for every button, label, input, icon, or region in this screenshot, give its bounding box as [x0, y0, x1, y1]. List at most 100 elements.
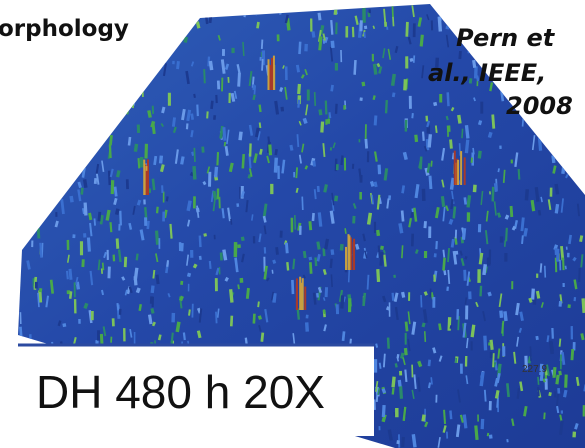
- texture-spike: [451, 178, 453, 190]
- texture-spike: [479, 151, 480, 159]
- texture-spike: [583, 298, 584, 312]
- texture-spike: [318, 242, 319, 250]
- texture-spike: [401, 386, 402, 399]
- texture-spike: [368, 275, 369, 290]
- texture-spike: [297, 65, 298, 72]
- texture-spike: [83, 208, 84, 214]
- texture-spike: [153, 24, 155, 30]
- texture-spike: [106, 110, 108, 116]
- texture-spike: [96, 56, 98, 59]
- texture-spike: [141, 26, 142, 33]
- texture-spike: [204, 182, 206, 185]
- texture-spike: [113, 436, 114, 441]
- texture-spike: [200, 236, 201, 248]
- texture-spike: [218, 309, 219, 318]
- texture-spike: [163, 107, 164, 113]
- texture-spike: [210, 61, 211, 70]
- texture-spike: [429, 360, 430, 366]
- texture-spike: [431, 161, 432, 167]
- texture-spike: [454, 206, 455, 218]
- texture-spike: [539, 137, 540, 151]
- texture-spike: [60, 132, 61, 147]
- texture-spike: [149, 110, 150, 117]
- texture-spike: [26, 206, 28, 214]
- texture-spike: [8, 386, 9, 399]
- texture-spike: [385, 168, 387, 180]
- texture-spike: [173, 117, 174, 126]
- texture-spike: [538, 387, 539, 396]
- texture-spike: [462, 0, 464, 8]
- texture-spike: [153, 322, 155, 326]
- texture-spike: [238, 0, 240, 3]
- texture-spike: [476, 425, 477, 439]
- texture-spike: [314, 293, 315, 305]
- texture-spike: [159, 40, 161, 53]
- texture-spike: [257, 128, 259, 137]
- texture-spike: [439, 17, 440, 32]
- texture-spike: [315, 189, 316, 199]
- texture-spike: [234, 2, 235, 12]
- texture-spike: [501, 311, 502, 318]
- texture-spike: [320, 36, 321, 50]
- texture-spike: [257, 22, 258, 28]
- texture-spike: [419, 361, 421, 366]
- texture-spike: [57, 145, 58, 155]
- texture-spike: [198, 331, 200, 338]
- texture-spike: [262, 40, 263, 49]
- texture-spike: [88, 41, 89, 50]
- texture-spike: [421, 157, 422, 170]
- texture-spike: [515, 15, 516, 19]
- slide-title: orphology: [0, 16, 129, 42]
- texture-spike: [336, 196, 337, 202]
- texture-spike: [210, 261, 211, 269]
- texture-spike: [423, 415, 424, 422]
- texture-spike: [555, 53, 556, 61]
- texture-spike: [581, 13, 582, 25]
- texture-spike: [522, 217, 523, 231]
- texture-spike: [162, 53, 163, 66]
- texture-spike: [310, 262, 311, 274]
- texture-spike: [264, 216, 265, 222]
- texture-spike: [97, 141, 98, 147]
- texture-spike: [54, 77, 56, 86]
- texture-spike: [556, 184, 558, 194]
- texture-spike: [51, 84, 53, 91]
- texture-spike: [38, 228, 39, 238]
- texture-spike: [204, 69, 205, 83]
- texture-spike: [449, 317, 450, 330]
- texture-spike: [119, 249, 120, 262]
- texture-spike: [155, 156, 156, 165]
- texture-spike: [414, 374, 415, 388]
- texture-spike: [226, 278, 228, 281]
- texture-spike: [353, 443, 354, 447]
- texture-spike: [536, 13, 537, 22]
- texture-spike: [18, 77, 20, 91]
- texture-spike: [393, 93, 394, 97]
- texture-spike: [582, 333, 583, 339]
- texture-spike: [117, 209, 118, 215]
- texture-spike: [425, 292, 427, 296]
- texture-spike: [3, 89, 4, 94]
- texture-spike: [291, 145, 292, 151]
- texture-spike: [18, 156, 20, 168]
- texture-spike: [544, 413, 545, 420]
- texture-spike: [125, 257, 126, 267]
- texture-spike: [152, 121, 154, 127]
- texture-spike: [194, 264, 196, 268]
- texture-spike: [159, 335, 160, 340]
- texture-spike: [520, 328, 521, 333]
- texture-spike: [164, 52, 165, 64]
- texture-spike: [558, 84, 560, 91]
- texture-spike: [405, 348, 406, 355]
- texture-spike: [188, 201, 190, 211]
- texture-spike: [74, 0, 75, 7]
- texture-spike: [387, 199, 388, 209]
- texture-spike: [429, 383, 430, 389]
- texture-spike: [524, 406, 526, 416]
- texture-spike: [543, 379, 545, 382]
- texture-spike: [302, 197, 303, 210]
- texture-spike: [231, 289, 232, 302]
- texture-spike: [185, 37, 186, 43]
- texture-spike: [332, 41, 333, 48]
- texture-spike: [511, 206, 512, 217]
